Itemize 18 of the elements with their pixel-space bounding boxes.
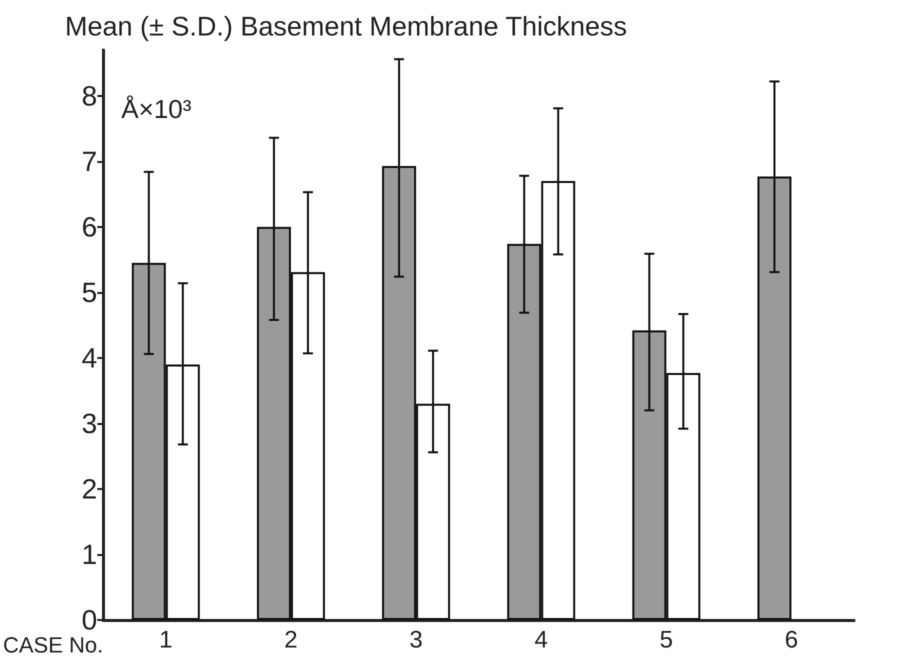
y-axis-title: Å×10³	[121, 94, 192, 124]
x-tick-label: 3	[409, 626, 423, 654]
x-tick-label: 2	[284, 626, 298, 654]
x-tick-label: 4	[534, 626, 548, 654]
x-tick-label: 6	[784, 626, 798, 654]
x-tick-label: 5	[660, 626, 673, 654]
y-tick-label: 8	[82, 80, 98, 112]
y-tick-label: 5	[82, 276, 98, 308]
y-tick-label: 4	[82, 342, 98, 374]
chart-title: Mean (± S.D.) Basement Membrane Thickness	[65, 12, 628, 42]
y-tick-label: 0	[82, 604, 98, 636]
x-tick-label: 1	[159, 626, 172, 654]
y-tick-label: 2	[82, 473, 98, 504]
y-tick-label: 3	[82, 408, 98, 439]
y-tick-label: 7	[82, 146, 98, 177]
y-tick-label: 6	[82, 211, 98, 242]
y-tick-label: 1	[82, 538, 98, 570]
x-axis-title: CASE No.	[2, 632, 104, 658]
